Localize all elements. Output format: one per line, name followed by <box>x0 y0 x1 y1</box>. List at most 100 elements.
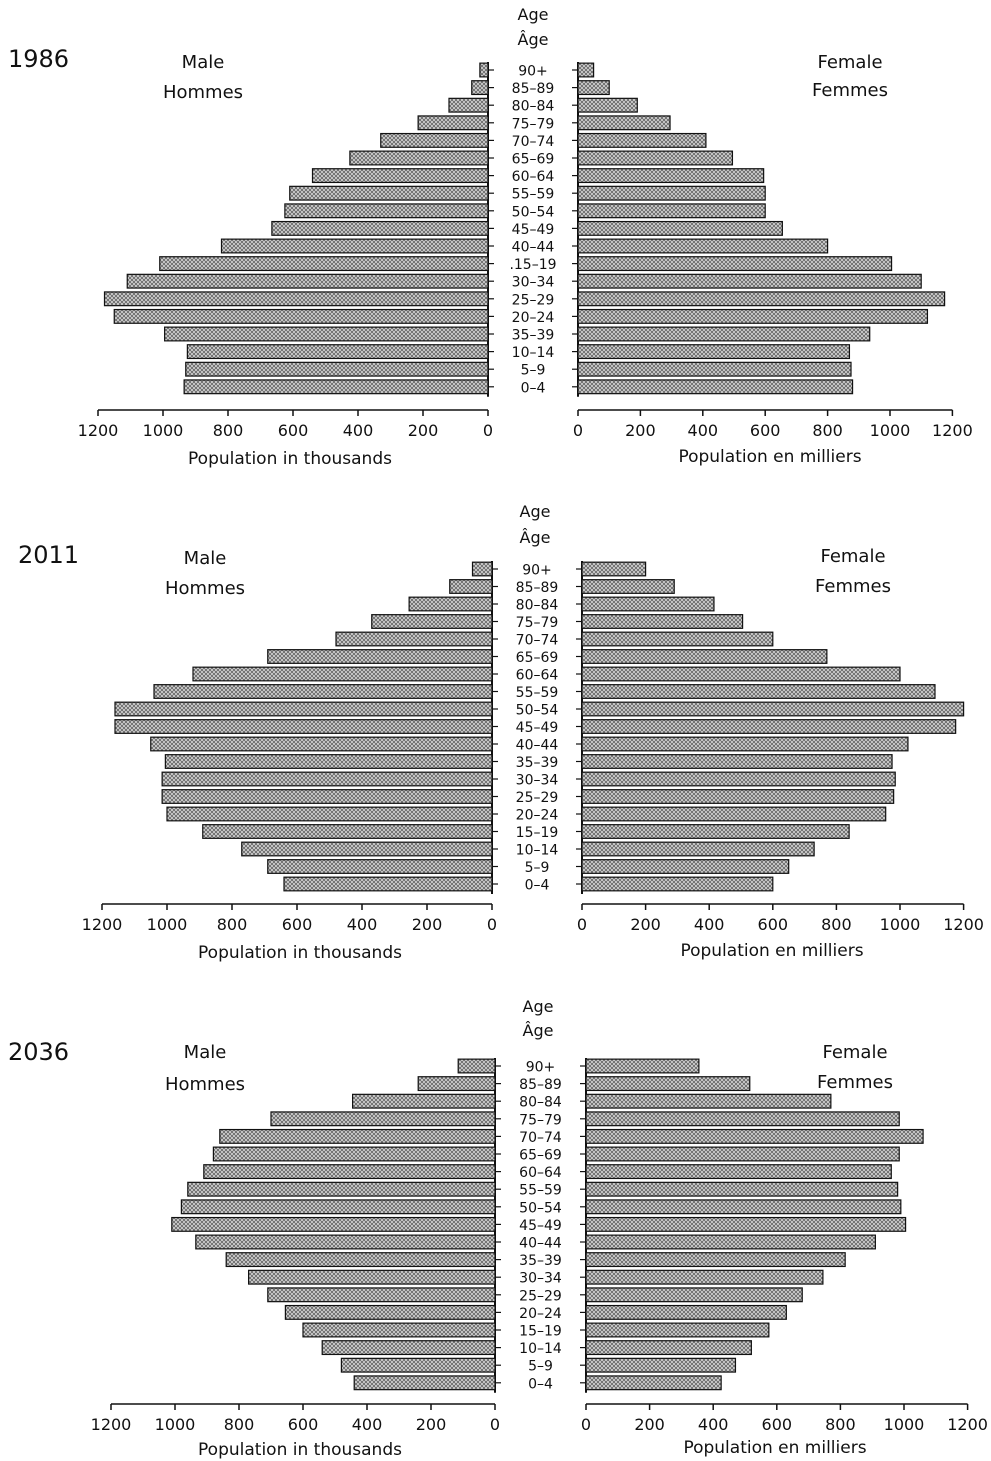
male-bar <box>150 736 493 752</box>
female-bar <box>585 1076 751 1092</box>
male-bar <box>371 614 493 629</box>
female-bar <box>585 1234 876 1250</box>
male-x-axis-label: Population in thousands <box>198 1440 402 1460</box>
female-x-tick-label: 200 <box>630 915 661 934</box>
male-x-tick-label: 800 <box>224 1415 255 1434</box>
female-bar <box>577 238 829 254</box>
female-bar <box>581 859 790 874</box>
male-bar <box>161 771 493 787</box>
male-bar <box>284 203 489 219</box>
male-bar <box>267 859 493 874</box>
female-x-tick-label: 1000 <box>870 421 911 440</box>
female-bar <box>585 1093 832 1109</box>
female-bar <box>581 771 896 787</box>
age-group-label: 45–49 <box>512 222 555 238</box>
male-bar <box>241 841 493 857</box>
female-bar <box>581 876 774 892</box>
female-x-tick-label: 1200 <box>943 915 984 934</box>
age-group-label: 75–79 <box>519 1112 562 1128</box>
male-bar <box>192 666 493 682</box>
male-bar <box>479 62 489 78</box>
male-bar <box>113 308 489 324</box>
male-x-axis-label: Population in thousands <box>198 943 402 963</box>
female-bar <box>585 1357 737 1373</box>
male-x-tick-label: 800 <box>213 421 244 440</box>
male-bar <box>126 273 489 289</box>
age-group-label: 75–79 <box>512 116 555 132</box>
male-x-tick-label: 1200 <box>91 1415 132 1434</box>
age-group-label: 30–34 <box>512 275 555 291</box>
female-label-en: Female <box>822 1042 887 1063</box>
age-group-label: 50–54 <box>512 204 555 220</box>
age-group-label: 50–54 <box>519 1200 562 1216</box>
age-group-label: 40–44 <box>512 240 555 256</box>
female-bar <box>577 291 946 307</box>
male-bar <box>220 238 489 254</box>
age-group-label: 70–74 <box>512 134 555 150</box>
male-label-fr: Hommes <box>165 578 245 599</box>
chart-title: 2036 <box>8 1038 69 1066</box>
female-bar <box>581 596 715 612</box>
age-label-en: Age <box>518 5 549 24</box>
male-bar <box>195 1234 496 1250</box>
female-bar <box>585 1146 900 1162</box>
female-bar <box>585 1340 752 1356</box>
age-group-label: 10–14 <box>512 345 555 361</box>
female-x-tick-label: 800 <box>821 915 852 934</box>
age-group-label: 5–9 <box>528 1359 553 1375</box>
male-bar <box>270 1111 496 1127</box>
female-bar <box>577 273 922 289</box>
age-group-label: 45–49 <box>519 1218 562 1234</box>
female-x-tick-label: 1000 <box>880 915 921 934</box>
female-bar <box>585 1058 700 1074</box>
male-bar <box>284 1304 496 1320</box>
male-bar <box>352 1093 496 1109</box>
male-label-fr: Hommes <box>165 1074 245 1095</box>
age-group-label: 45–49 <box>516 720 559 736</box>
age-group-label: 70–74 <box>516 633 559 649</box>
male-bar <box>471 561 493 577</box>
female-x-tick-label: 200 <box>625 421 656 440</box>
female-bar <box>577 150 734 166</box>
female-bar <box>581 614 744 629</box>
age-group-label: 85–89 <box>512 81 555 97</box>
male-bar <box>164 326 489 342</box>
age-group-label: 65–69 <box>519 1148 562 1164</box>
male-bar <box>114 701 493 717</box>
female-bar <box>577 361 852 377</box>
age-group-label: 90+ <box>526 1060 556 1076</box>
male-bar <box>114 719 493 734</box>
male-bar <box>187 1181 496 1197</box>
age-group-label: 60–64 <box>516 668 559 684</box>
age-group-label: 10–14 <box>519 1341 562 1357</box>
female-bar <box>577 256 893 272</box>
female-label-fr: Femmes <box>812 80 888 101</box>
male-bar <box>203 1164 496 1180</box>
male-bar <box>164 754 493 769</box>
female-x-axis-label: Population en milliers <box>678 447 861 467</box>
age-group-label: 20–24 <box>519 1306 562 1322</box>
male-x-tick-label: 200 <box>408 421 439 440</box>
female-x-axis-label: Population en milliers <box>683 1438 866 1458</box>
male-bar <box>289 185 489 201</box>
male-x-tick-label: 800 <box>217 915 248 934</box>
female-bar <box>577 97 638 113</box>
female-bar <box>585 1375 722 1391</box>
age-group-label: 25–29 <box>512 292 555 308</box>
female-bar <box>585 1128 924 1144</box>
male-x-tick-label: 0 <box>487 915 497 934</box>
age-group-label: 0–4 <box>528 1376 553 1392</box>
male-x-tick-label: 1000 <box>147 915 188 934</box>
age-group-label: 0–4 <box>521 380 546 396</box>
pyramid-2036: 2036 Age Âge Male Hommes Female Femmes 1200 1000… <box>8 997 988 1460</box>
female-bar <box>581 701 965 717</box>
male-x-tick-label: 600 <box>288 1415 319 1434</box>
male-bar <box>166 806 493 822</box>
age-label-fr: Âge <box>518 30 549 49</box>
female-label-en: Female <box>820 546 885 567</box>
male-bar <box>417 1076 496 1092</box>
female-bar <box>577 326 871 342</box>
age-label-en: Age <box>520 502 551 521</box>
female-bar <box>577 168 765 184</box>
